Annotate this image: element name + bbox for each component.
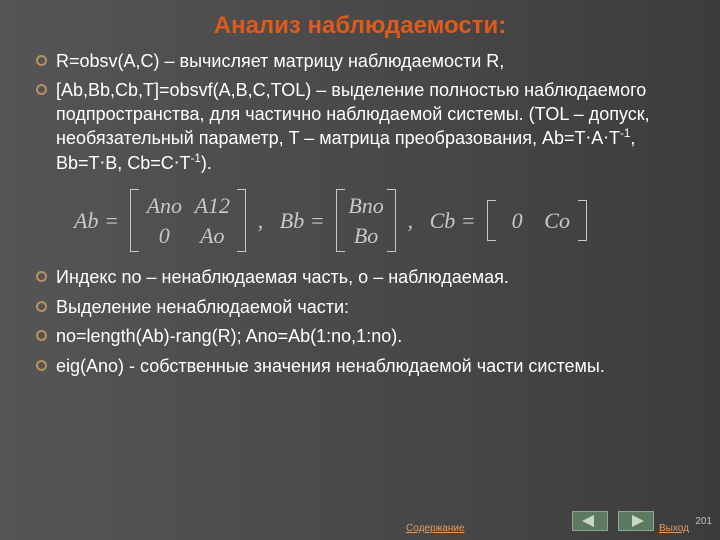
bullet-item: eig(Ano) - собственные значения ненаблюд… [36, 355, 684, 378]
equation-row: Ab = AnoA12 0Ao , Bb = Bno Bo , Cb = 0Co [68, 189, 684, 252]
nav-arrows [572, 511, 654, 531]
slide-title: Анализ наблюдаемости: [36, 12, 684, 40]
bullet-item: no=length(Ab)-rang(R); Ano=Ab(1:no,1:no)… [36, 325, 684, 348]
bullet-item: R=obsv(A,C) – вычисляет матрицу наблюдае… [36, 50, 684, 73]
bullets-bottom: Индекс no – ненаблюдаемая часть, о – наб… [36, 266, 684, 378]
exit-link[interactable]: Выход [658, 524, 690, 535]
footer: Содержание Выход 201 [0, 506, 720, 534]
slide: Анализ наблюдаемости: R=obsv(A,C) – вычи… [0, 0, 720, 540]
page-number: 201 [695, 516, 712, 527]
prev-button[interactable] [572, 511, 608, 531]
bullet-item: Выделение ненаблюдаемой части: [36, 296, 684, 319]
toc-link[interactable]: Содержание [406, 524, 462, 535]
bullet-item: Индекс no – ненаблюдаемая часть, о – наб… [36, 266, 684, 289]
bullets-top: R=obsv(A,C) – вычисляет матрицу наблюдае… [36, 50, 684, 175]
bullet-text: [Ab,Bb,Cb,T]=obsvf(A,B,C,TOL) – выделени… [56, 80, 650, 172]
matrix-cb: 0Co [487, 200, 587, 242]
bullet-item: [Ab,Bb,Cb,T]=obsvf(A,B,C,TOL) – выделени… [36, 79, 684, 175]
matrix-bb: Bno Bo [336, 189, 396, 252]
next-button[interactable] [618, 511, 654, 531]
matrix-ab: AnoA12 0Ao [130, 189, 246, 252]
